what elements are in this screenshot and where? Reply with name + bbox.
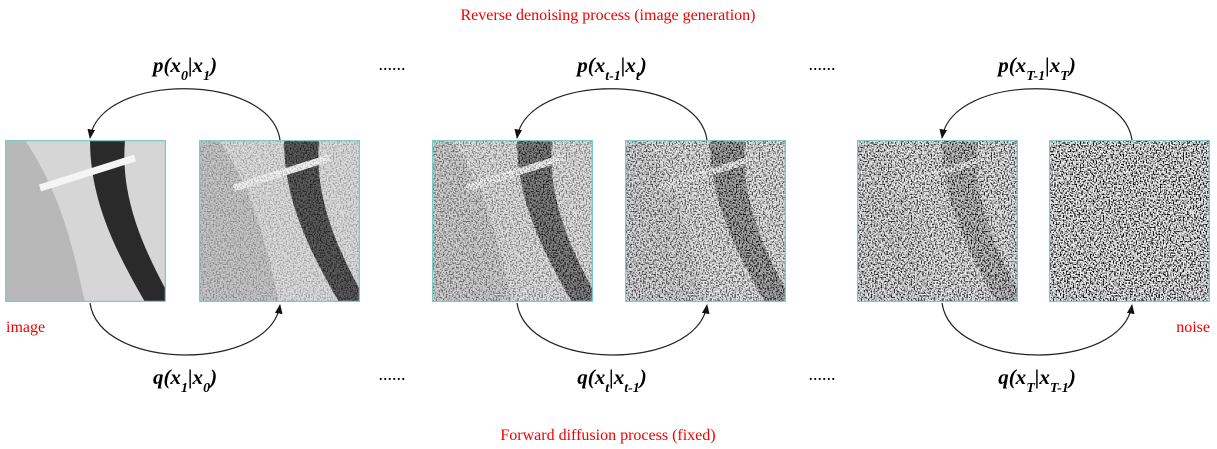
reverse-formula: p(x0|x1) xyxy=(151,53,217,84)
reverse-arrow xyxy=(942,89,1132,140)
image-noise xyxy=(432,140,593,302)
formula-text: |x xyxy=(609,365,624,389)
formula-text: |x xyxy=(621,53,636,77)
image-frame xyxy=(857,140,1018,302)
forward-arrow xyxy=(517,303,707,355)
forward-arrow xyxy=(90,303,280,355)
formula-text: q(x xyxy=(153,365,181,389)
subscript: t-1 xyxy=(605,69,621,84)
image-label: image xyxy=(6,319,45,336)
reverse-formula: p(xT-1|xT) xyxy=(996,53,1076,84)
formula-text: |x xyxy=(1045,53,1060,77)
ellipsis: ...... xyxy=(809,54,836,74)
image-noise xyxy=(857,140,1018,302)
formula-text: ) xyxy=(638,53,647,77)
formula-text: |x xyxy=(188,365,203,389)
image-noise xyxy=(199,140,360,302)
formula-text: q(x xyxy=(998,365,1026,389)
subscript: t-1 xyxy=(624,381,640,396)
formula-text: p(x xyxy=(996,53,1026,77)
formula-text: p(x xyxy=(151,53,181,77)
forward-title: Forward diffusion process (fixed) xyxy=(500,427,715,444)
reverse-arrow xyxy=(517,89,707,140)
image-frame xyxy=(5,140,166,302)
subscript: 0 xyxy=(181,69,188,84)
subscript: T-1 xyxy=(1050,381,1069,396)
image-noise xyxy=(1049,140,1210,302)
forward-formula: q(xt|xt-1) xyxy=(577,365,647,396)
forward-formula: q(xT|xT-1) xyxy=(998,365,1076,396)
image-frame xyxy=(432,140,593,302)
noise-label: noise xyxy=(1176,319,1210,336)
subscript: 0 xyxy=(203,381,210,396)
image-frame xyxy=(625,140,786,302)
formula-text: ) xyxy=(1067,53,1076,77)
subscript: 1 xyxy=(181,381,188,396)
ellipsis: ...... xyxy=(379,54,406,74)
formula-text: p(x xyxy=(575,53,605,77)
reverse-title: Reverse denoising process (image generat… xyxy=(460,7,755,24)
formula-text: |x xyxy=(188,53,203,77)
forward-arrow xyxy=(942,303,1132,355)
image-frame xyxy=(1049,140,1210,302)
images xyxy=(5,140,1210,302)
ellipsis: ...... xyxy=(379,364,406,384)
reverse-arrow xyxy=(90,89,280,140)
formula-text: q(x xyxy=(577,365,605,389)
subscript: T-1 xyxy=(1026,69,1045,84)
formula-text: ) xyxy=(638,365,647,389)
subscript: 1 xyxy=(203,69,210,84)
formula-text: |x xyxy=(1035,365,1050,389)
formula-text: ) xyxy=(1067,365,1076,389)
forward-formula: q(x1|x0) xyxy=(153,365,217,396)
formula-text: ) xyxy=(208,365,217,389)
reverse-formula: p(xt-1|xt) xyxy=(575,53,647,84)
diagram: Reverse denoising process (image generat… xyxy=(0,0,1217,449)
ellipsis: ...... xyxy=(809,364,836,384)
formula-text: ) xyxy=(208,53,217,77)
image-frame xyxy=(199,140,360,302)
image-noise xyxy=(625,140,786,302)
